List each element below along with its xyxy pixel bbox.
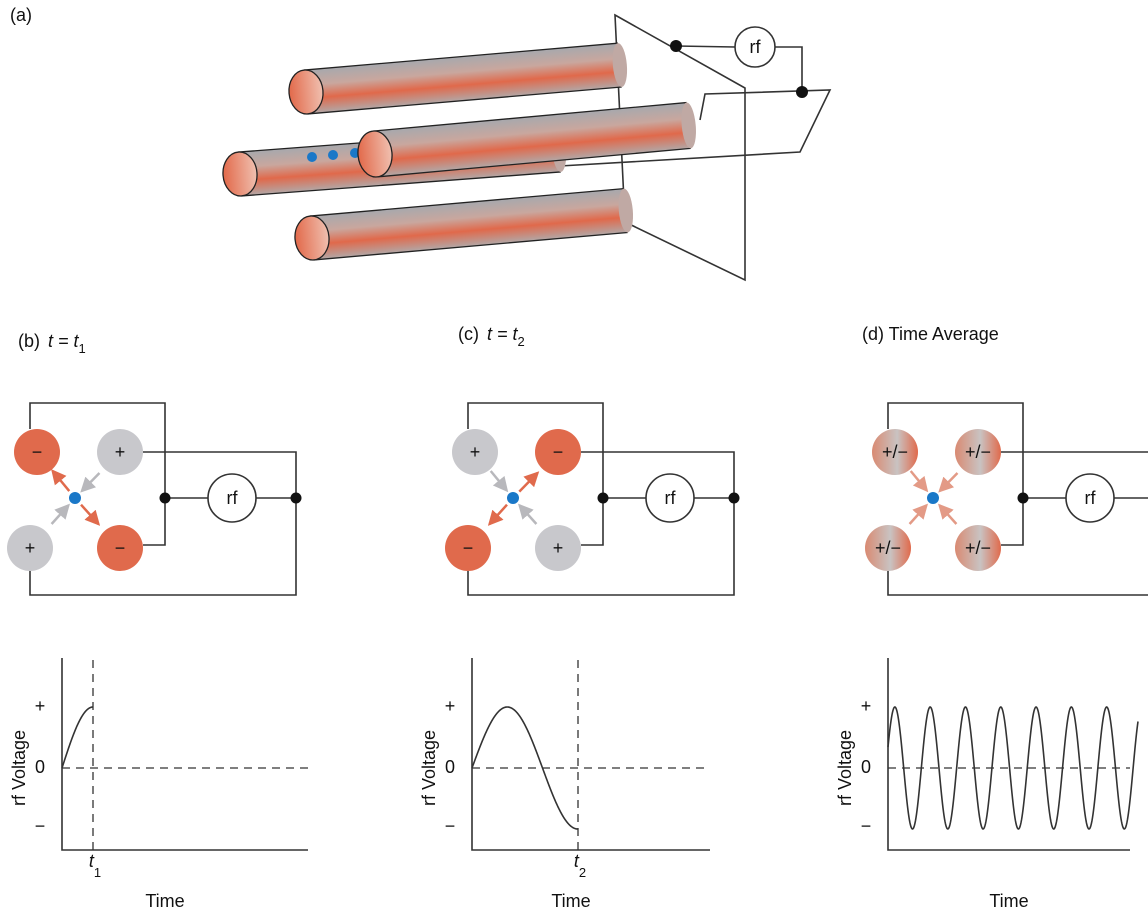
axis — [62, 658, 308, 850]
electrode-sign: + — [25, 538, 36, 558]
ion — [507, 492, 519, 504]
wire — [468, 452, 734, 595]
node — [291, 493, 302, 504]
node — [598, 493, 609, 504]
electrode-sign: +/− — [965, 442, 991, 462]
y-tick-label: − — [35, 816, 46, 836]
panel-title: (d) Time Average — [862, 324, 999, 344]
panel-label: (c) — [458, 324, 479, 344]
electrode-sign: + — [553, 538, 564, 558]
x-axis-label: Time — [145, 891, 184, 911]
y-axis-label: rf Voltage — [9, 730, 29, 806]
force-arrow — [53, 471, 70, 491]
rf-label: rf — [227, 488, 239, 508]
subscript: 1 — [79, 341, 86, 356]
rod — [287, 43, 629, 116]
electrode-sign: − — [32, 442, 43, 462]
rod-body — [304, 43, 622, 114]
force-arrow — [491, 471, 507, 490]
y-axis-label: rf Voltage — [419, 730, 439, 806]
force-arrow — [520, 505, 537, 524]
force-arrow — [910, 505, 927, 524]
node — [670, 40, 682, 52]
force-arrow — [82, 473, 99, 491]
time-subscript: 1 — [94, 865, 101, 880]
panel-title: (c) t = t2 — [458, 324, 525, 350]
time-label: t1 — [89, 851, 101, 881]
y-tick-label: 0 — [35, 757, 45, 777]
node — [160, 493, 171, 504]
axis — [472, 658, 710, 850]
force-arrow — [911, 471, 927, 490]
node — [796, 86, 808, 98]
node — [729, 493, 740, 504]
wire — [676, 46, 735, 47]
x-axis-label: Time — [551, 891, 590, 911]
panel-label: (a) — [10, 5, 32, 25]
equation: t = t — [48, 331, 80, 351]
electrode-sign: + — [470, 442, 481, 462]
wire — [888, 452, 1148, 595]
y-tick-label: − — [861, 816, 872, 836]
force-arrow — [519, 473, 537, 492]
y-tick-label: + — [861, 696, 872, 716]
electrode-sign: +/− — [875, 538, 901, 558]
time-label: t2 — [574, 851, 586, 881]
y-tick-label: + — [445, 696, 456, 716]
diagram: (a) rf(b)t = t1rf−++−+0−rf VoltageTimet1… — [0, 0, 1148, 915]
rf-label: rf — [665, 488, 677, 508]
electrode-sign: +/− — [965, 538, 991, 558]
ion — [69, 492, 81, 504]
equation: t = t — [487, 324, 519, 344]
ion — [328, 150, 338, 160]
node — [1018, 493, 1029, 504]
ion — [927, 492, 939, 504]
rod-body — [310, 189, 628, 260]
force-arrow — [52, 505, 69, 524]
wire — [775, 47, 802, 92]
rf-wave — [62, 707, 93, 768]
electrode-sign: +/− — [882, 442, 908, 462]
rod — [293, 188, 635, 261]
y-tick-label: − — [445, 816, 456, 836]
panel-label: (d) Time Average — [862, 324, 999, 344]
electrode-sign: − — [115, 538, 126, 558]
rf-label: rf — [1085, 488, 1097, 508]
electrode-sign: − — [463, 538, 474, 558]
subscript: 2 — [518, 334, 525, 349]
y-axis-label: rf Voltage — [835, 730, 855, 806]
ion — [307, 152, 317, 162]
y-tick-label: + — [35, 696, 46, 716]
force-arrow — [81, 505, 98, 524]
force-arrow — [490, 505, 507, 524]
time-subscript: 2 — [579, 865, 586, 880]
force-arrow — [940, 473, 957, 491]
electrode-sign: − — [553, 442, 564, 462]
panel-label: (b) — [18, 331, 40, 351]
electrode-sign: + — [115, 442, 126, 462]
force-arrow — [940, 505, 957, 524]
rf-label: rf — [750, 37, 762, 57]
y-tick-label: 0 — [861, 757, 871, 777]
x-axis-label: Time — [989, 891, 1028, 911]
panel-title: (b) t = t1 — [18, 331, 86, 357]
wire — [30, 452, 296, 595]
y-tick-label: 0 — [445, 757, 455, 777]
